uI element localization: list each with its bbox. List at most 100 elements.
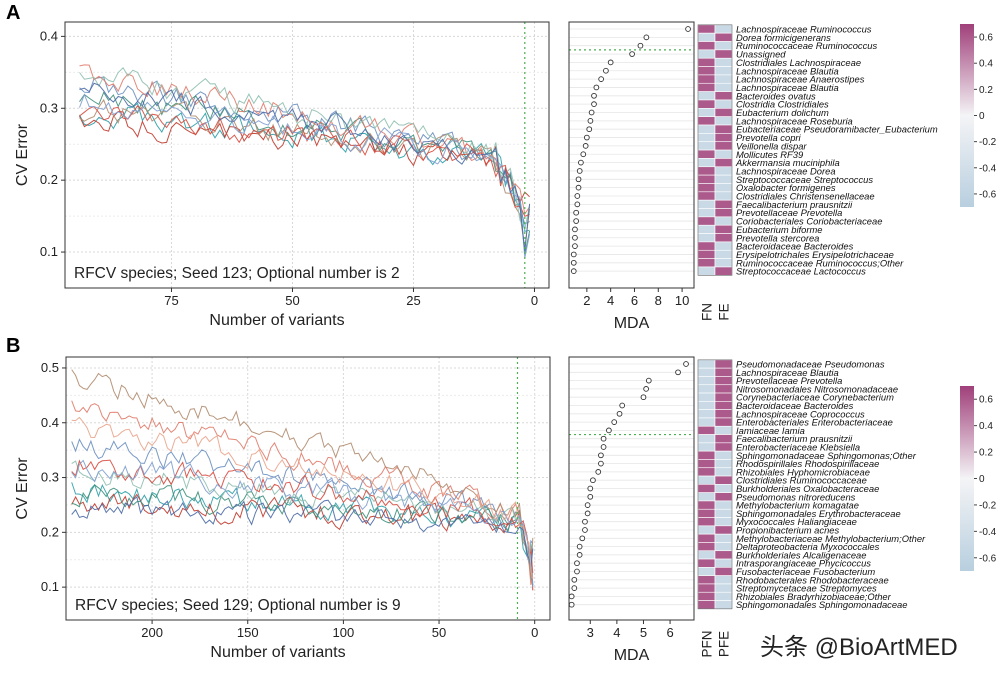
panel-a-colorbar-tick-label: -0.6 (979, 189, 997, 200)
panel-b-mda-x-tick-label: 4 (613, 625, 620, 640)
panel-a-heat-cell (714, 141, 733, 151)
panel-b-species-label: Sphingomonadales Sphingomonadaceae (736, 599, 908, 610)
panel-a-heat-cell (714, 149, 733, 159)
panel-a-mda-point (573, 209, 579, 216)
panel-b-species-label: Clostridiales Ruminococcaceae (736, 475, 867, 486)
panel-b-mda-x-tick-label: 5 (640, 625, 647, 640)
panel-b-heat-cell (714, 392, 733, 402)
panel-b-heat-cell (714, 583, 733, 593)
panel-b-mda-point (587, 485, 594, 492)
panel-a-mda-point (593, 84, 600, 91)
panel-b-mda-point (643, 386, 649, 392)
panel-b-mda-frame (568, 356, 695, 621)
panel-b-series-line-10 (71, 495, 534, 567)
panel-b-mda-point (590, 477, 596, 484)
panel-a-heat-cell (714, 108, 733, 117)
panel-letter-a: A (6, 2, 21, 24)
panel-a-heat-cell (714, 224, 733, 234)
panel-a-y-tick-label: 0.1 (40, 244, 58, 259)
panel-b-species-label: Enterobacteriaceae Klebsiella (736, 442, 860, 453)
panel-b-mda-point (619, 402, 626, 409)
panel-a-mda-x-tick-label: 6 (631, 293, 638, 308)
panel-b-series-line-9 (71, 459, 534, 587)
panel-a-heat-cell (697, 116, 716, 126)
panel-a-species-label: Lachnospiraceae Blautia (736, 82, 839, 93)
panel-a-mda-point (582, 143, 589, 149)
panel-b-species-label: Lachnospiraceae Coprococcus (736, 408, 865, 419)
panel-b-heat-cell (697, 500, 716, 510)
panel-b-species-label: Nitrosomonadales Nitrosomonadaceae (736, 383, 898, 394)
panel-a-species-label: Prevotella copri (736, 132, 802, 143)
panel-b-mda-point (606, 427, 612, 434)
panel-a-heat-cell (714, 174, 733, 184)
panel-b-heat-cell (714, 442, 733, 452)
panel-b-mda-point (645, 377, 652, 384)
panel-b-heat-cell (697, 583, 716, 593)
panel-b-heat-cell (714, 492, 733, 502)
panel-b-mda-x-tick-label: 3 (587, 625, 594, 640)
panel-a-x-tick-label: 50 (285, 293, 299, 308)
panel-b-heat-cell (697, 376, 716, 386)
panel-a-species-label: Lachnospiraceae Roseburia (736, 115, 853, 126)
panel-b-mda-point (598, 460, 604, 467)
panel-a-heat-cell (697, 249, 716, 259)
panel-a-mda-point (572, 234, 578, 241)
panel-a-mda-x-axis-title: MDA (614, 315, 650, 332)
panel-a-heat-cell (714, 266, 733, 276)
panel-b-species-label: Rhodobacterales Rhodobacteraceae (736, 574, 889, 585)
panel-b-heat-cell (697, 459, 716, 469)
panel-b-heat-cell (697, 575, 716, 585)
panel-a-heat-cell (697, 124, 716, 134)
panel-a-mda-point (587, 117, 594, 124)
panel-b-mda-point (616, 410, 623, 417)
panel-b-species-label: Rhodospirillales Rhodospirillaceae (736, 458, 879, 469)
panel-a-mda-x-tick-label: 4 (607, 293, 614, 308)
panel-a-heat-cell (714, 91, 733, 101)
panel-a-mda-point (576, 168, 583, 174)
panel-a-heat-cell (714, 216, 733, 226)
panel-b-heat-cell (697, 450, 716, 460)
panel-a-mda-point (572, 243, 578, 249)
panel-a-series-line-4 (79, 91, 531, 255)
panel-b-species-label: Prevotellaceae Prevotella (736, 375, 842, 386)
panel-b-y-tick-label: 0.4 (41, 415, 59, 430)
panel-b-heat-cell (714, 376, 733, 386)
panel-a-mda-x-tick-label: 2 (583, 293, 590, 308)
panel-b-mda-point (579, 535, 586, 542)
panel-b-heat-cell (714, 417, 733, 427)
panel-a-x-tick-label: 25 (406, 293, 420, 308)
panel-b-mda-point (584, 510, 591, 517)
panel-b-heat-cell (697, 367, 716, 377)
panel-b-plot-frame (65, 356, 551, 621)
panel-a-heat-cell (714, 41, 733, 51)
panel-b-mda-point (571, 585, 578, 591)
panel-b-mda-point (571, 576, 578, 583)
panel-a-species-label: Clostridia Clostridiales (736, 99, 829, 110)
panel-b-x-tick-label: 100 (333, 625, 355, 640)
panel-b-heat-cell (714, 425, 733, 435)
panel-b-mda-point (598, 452, 604, 459)
panel-b-species-label: Rhizobiales Bradyrhizobiaceae;Other (736, 591, 892, 602)
panel-a-series-line-1 (79, 102, 530, 233)
panel-b-mda-point (600, 435, 607, 442)
panel-a-mda-point (643, 34, 650, 41)
panel-b-species-label: Myxococcales Haliangiaceae (736, 516, 857, 527)
panel-a-heat-cell (714, 258, 733, 268)
panel-b-species-label: Fusobacteriaceae Fusobacterium (736, 566, 875, 577)
panel-b-series-line-11 (71, 416, 534, 580)
panel-a-species-label: Unassigned (736, 49, 786, 60)
panel-b-mda-point (587, 493, 594, 500)
panel-b-heat-cell (697, 359, 716, 369)
panel-b-species-label: Sphingomonadales Erythrobacteraceae (736, 508, 901, 519)
panel-b-species-label: Pseudomonadaceae Pseudomonas (736, 359, 885, 370)
panel-a-heat-cell (697, 41, 716, 51)
panel-b-heat-cell (697, 475, 716, 485)
panel-a-plot-frame (64, 21, 550, 289)
panel-b-heat-cell (697, 384, 716, 394)
panel-a-species-label: Clostridiales Christensenellaceae (736, 191, 875, 202)
panel-b-species-label: Corynebacteriaceae Corynebacterium (736, 392, 894, 403)
panel-a-species-label: Veillonella dispar (736, 140, 807, 151)
panel-b-species-label: Lachnospiraceae Blautia (736, 367, 839, 378)
panel-a-species-label: Akkermansia muciniphila (735, 157, 840, 168)
panel-a-mda-point (603, 67, 609, 74)
